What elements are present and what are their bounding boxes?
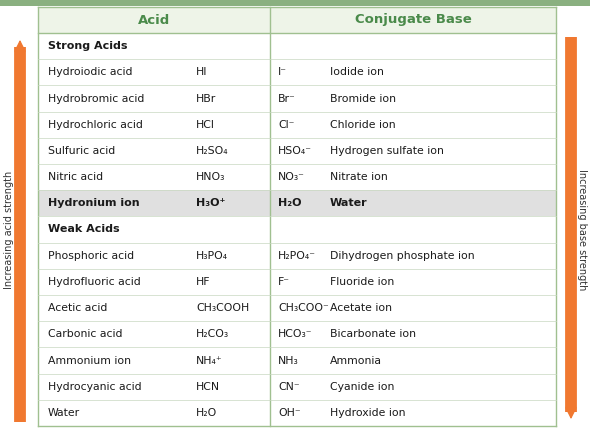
Bar <box>38 164 556 190</box>
Text: HF: HF <box>196 277 211 287</box>
Text: F⁻: F⁻ <box>278 277 290 287</box>
Bar <box>38 190 556 216</box>
Text: Hydrogen sulfate ion: Hydrogen sulfate ion <box>330 146 444 156</box>
Text: H₂PO₄⁻: H₂PO₄⁻ <box>278 251 316 261</box>
Text: Cyanide ion: Cyanide ion <box>330 382 394 392</box>
Text: Water: Water <box>48 408 80 418</box>
Text: I⁻: I⁻ <box>278 68 287 77</box>
Text: Increasing base strength: Increasing base strength <box>577 169 587 290</box>
Text: NH₃: NH₃ <box>278 356 299 365</box>
Text: CN⁻: CN⁻ <box>278 382 300 392</box>
Text: Iodide ion: Iodide ion <box>330 68 384 77</box>
Text: Nitric acid: Nitric acid <box>48 172 103 182</box>
Text: Acid: Acid <box>138 13 170 27</box>
Bar <box>38 59 556 86</box>
Text: Br⁻: Br⁻ <box>278 93 296 104</box>
Text: Strong Acids: Strong Acids <box>48 41 127 51</box>
Text: Dihydrogen phosphate ion: Dihydrogen phosphate ion <box>330 251 474 261</box>
Text: H₃PO₄: H₃PO₄ <box>196 251 228 261</box>
Bar <box>38 374 556 400</box>
Text: OH⁻: OH⁻ <box>278 408 301 418</box>
Text: Hydroiodic acid: Hydroiodic acid <box>48 68 133 77</box>
Text: Weak Acids: Weak Acids <box>48 224 120 234</box>
Text: HI: HI <box>196 68 208 77</box>
Bar <box>38 347 556 374</box>
Text: H₂SO₄: H₂SO₄ <box>196 146 229 156</box>
Text: Hydrofluoric acid: Hydrofluoric acid <box>48 277 141 287</box>
Text: H₂O: H₂O <box>278 198 301 208</box>
Text: Water: Water <box>330 198 368 208</box>
Text: Sulfuric acid: Sulfuric acid <box>48 146 115 156</box>
Text: Increasing acid strength: Increasing acid strength <box>4 170 14 289</box>
Bar <box>38 400 556 426</box>
Text: Hydrocyanic acid: Hydrocyanic acid <box>48 382 142 392</box>
Bar <box>38 33 556 59</box>
Text: NO₃⁻: NO₃⁻ <box>278 172 305 182</box>
Text: Conjugate Base: Conjugate Base <box>355 13 471 27</box>
Text: Ammonium ion: Ammonium ion <box>48 356 131 365</box>
Text: CH₃COO⁻: CH₃COO⁻ <box>278 303 329 313</box>
Text: H₃O⁺: H₃O⁺ <box>196 198 225 208</box>
Bar <box>38 321 556 347</box>
Bar <box>38 86 556 112</box>
Bar <box>38 138 556 164</box>
Text: Cl⁻: Cl⁻ <box>278 120 294 130</box>
Text: Acetate ion: Acetate ion <box>330 303 392 313</box>
Text: Carbonic acid: Carbonic acid <box>48 329 123 339</box>
Text: HCl: HCl <box>196 120 215 130</box>
Text: Hydronium ion: Hydronium ion <box>48 198 140 208</box>
Text: Hydrobromic acid: Hydrobromic acid <box>48 93 145 104</box>
Text: H₂CO₃: H₂CO₃ <box>196 329 229 339</box>
Text: Bicarbonate ion: Bicarbonate ion <box>330 329 416 339</box>
Text: NH₄⁺: NH₄⁺ <box>196 356 222 365</box>
Text: Nitrate ion: Nitrate ion <box>330 172 388 182</box>
Bar <box>38 7 556 33</box>
Text: Fluoride ion: Fluoride ion <box>330 277 394 287</box>
Text: Acetic acid: Acetic acid <box>48 303 107 313</box>
Bar <box>38 243 556 269</box>
Text: Hydrochloric acid: Hydrochloric acid <box>48 120 143 130</box>
Text: CH₃COOH: CH₃COOH <box>196 303 249 313</box>
Text: Hydroxide ion: Hydroxide ion <box>330 408 405 418</box>
Bar <box>38 295 556 321</box>
Bar <box>38 112 556 138</box>
Text: Ammonia: Ammonia <box>330 356 382 365</box>
Text: Chloride ion: Chloride ion <box>330 120 396 130</box>
Bar <box>0 0 590 6</box>
Text: HCN: HCN <box>196 382 220 392</box>
Bar <box>38 216 556 243</box>
Text: Phosphoric acid: Phosphoric acid <box>48 251 134 261</box>
Text: H₂O: H₂O <box>196 408 217 418</box>
Text: HSO₄⁻: HSO₄⁻ <box>278 146 312 156</box>
Bar <box>38 269 556 295</box>
Text: HCO₃⁻: HCO₃⁻ <box>278 329 313 339</box>
Text: Bromide ion: Bromide ion <box>330 93 396 104</box>
Text: HBr: HBr <box>196 93 217 104</box>
Text: HNO₃: HNO₃ <box>196 172 225 182</box>
